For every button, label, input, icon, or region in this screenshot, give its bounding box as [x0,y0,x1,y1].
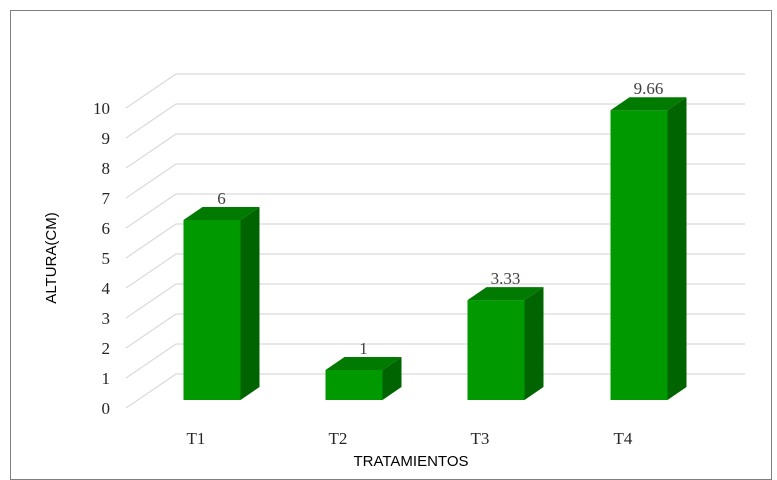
y-tick-label: 6 [102,219,111,238]
x-tick-label: T2 [329,429,348,448]
gridline [125,253,745,289]
data-label: 1 [359,339,368,358]
y-tick-labels: 0 1 2 3 4 5 6 7 8 9 10 [93,99,111,418]
gridline [125,193,745,229]
x-tick-label: T4 [614,429,633,448]
bar [325,357,402,400]
bar-side [524,287,544,400]
gridline [125,343,745,379]
bar [610,97,687,400]
bar-top [610,97,687,111]
data-label: 3.33 [491,269,521,288]
x-tick-labels: T1 T2 T3 T4 [187,429,633,448]
y-tick-label: 1 [102,369,111,388]
x-axis-label: TRATAMIENTOS [353,453,468,470]
gridline [125,103,745,139]
bar [183,207,260,400]
bar-top [467,287,544,301]
y-tick-label: 9 [102,129,111,148]
bar-front [325,370,383,400]
bar-front [183,220,241,400]
x-tick-label: T3 [471,429,490,448]
gridline [125,373,745,409]
data-labels: 6 1 3.33 9.66 [217,79,663,358]
x-tick-label: T1 [187,429,206,448]
bar-side [382,357,402,400]
bar-side [240,207,260,400]
y-tick-label: 2 [102,339,111,358]
bar-side [667,97,687,400]
y-axis-label: ALTURA(CM) [43,212,60,303]
data-label: 9.66 [634,79,664,98]
y-tick-label: 8 [102,159,111,178]
gridline [125,163,745,199]
gridline [125,313,745,349]
y-tick-label: 5 [102,249,111,268]
gridline [125,73,745,109]
y-tick-label: 10 [93,99,110,118]
gridlines [125,73,745,409]
bar-top [325,357,402,370]
gridline [125,223,745,259]
bars [183,97,687,400]
y-tick-label: 0 [102,399,111,418]
data-label: 6 [217,189,226,208]
y-tick-label: 7 [102,189,111,208]
bar [467,287,544,400]
y-tick-label: 3 [102,309,111,328]
gridline [125,283,745,319]
bar-front [467,300,525,400]
gridline [125,133,745,169]
bar-front [610,110,668,400]
bar-top [183,207,260,220]
y-tick-label: 4 [102,279,111,298]
